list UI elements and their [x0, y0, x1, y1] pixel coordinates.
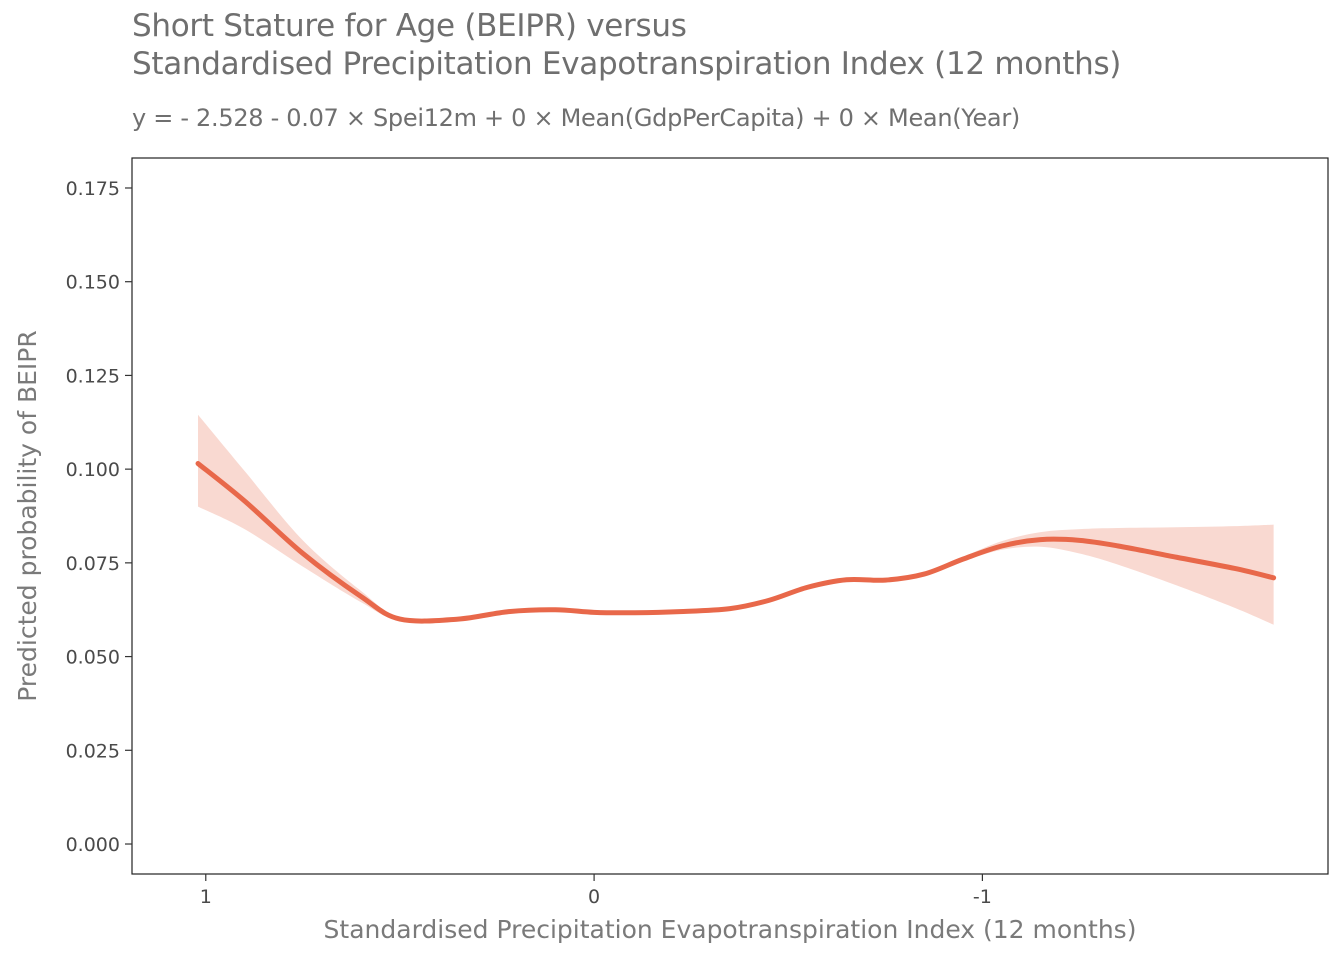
x-tick-label: 0 — [588, 886, 600, 908]
plot-panel-border — [131, 157, 1329, 875]
y-axis-title: Predicted probability of BEIPR — [13, 330, 42, 701]
y-tick-label: 0.125 — [66, 365, 120, 387]
y-tick-label: 0.050 — [66, 647, 120, 669]
x-tick-label: 1 — [200, 886, 212, 908]
predicted-probability-line — [195, 461, 1277, 624]
series-line-layer — [195, 461, 1277, 624]
y-tick-label: 0.000 — [66, 834, 120, 856]
y-tick-label: 0.025 — [66, 740, 120, 762]
y-tick-label: 0.100 — [66, 459, 120, 481]
y-tick-label: 0.150 — [66, 272, 120, 294]
chart-title-line-2: Standardised Precipitation Evapotranspir… — [132, 46, 1122, 82]
y-tick-label: 0.075 — [66, 553, 120, 575]
chart-subtitle: y = - 2.528 - 0.07 × Spei12m + 0 × Mean(… — [132, 104, 1020, 132]
x-axis: 1 0 -1 — [200, 874, 992, 908]
x-tick-label: -1 — [973, 886, 992, 908]
x-axis-title: Standardised Precipitation Evapotranspir… — [324, 915, 1137, 944]
y-axis: 0.000 0.025 0.050 0.075 0.100 0.125 0.150 0.175 — [66, 178, 132, 856]
chart-title-line-1: Short Stature for Age (BEIPR) versus — [132, 8, 687, 44]
y-tick-label: 0.175 — [66, 178, 120, 200]
